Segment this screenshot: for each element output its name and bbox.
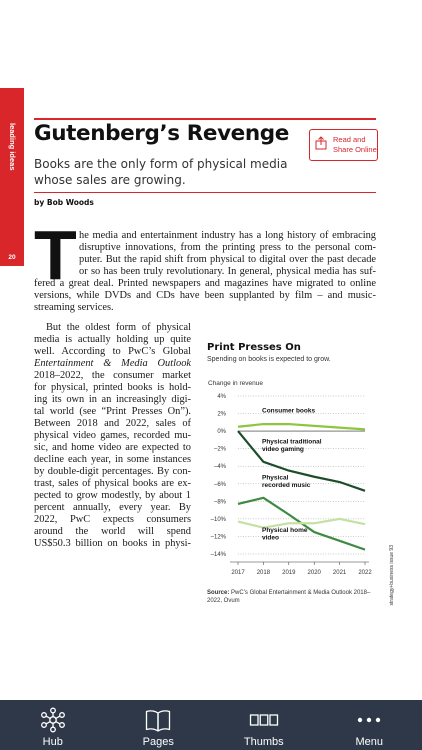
series-label: Physical recorded music — [262, 474, 311, 489]
column-line: 2022, PwC expects consumers — [34, 514, 191, 525]
column-line: physical video games, recorded mu- — [34, 430, 191, 441]
y-tick-label: –6% — [214, 482, 227, 488]
chart-subtitle: Spending on books is expected to grow. — [207, 356, 331, 363]
subtitle-rule — [34, 192, 376, 193]
column-line: decline each year, in some instances — [34, 454, 191, 465]
column-line: US$50.3 billion on books in physi- — [34, 538, 191, 549]
chart-title: Print Presses On — [207, 342, 301, 353]
tab-hub-label: Hub — [42, 736, 63, 748]
revenue-chart: Change in revenue 4% 2% 0% –2% –4% –6% –8% –10% –… — [208, 380, 372, 576]
share-icon — [315, 136, 327, 150]
y-tick-label: 0% — [217, 429, 226, 435]
series-label: Physical home video — [262, 527, 308, 542]
series-line-consumer-books — [237, 422, 366, 431]
drop-cap: T — [34, 216, 77, 294]
column-line: trast, sales of physical books are ex- — [34, 478, 191, 489]
article-title: Gutenberg’s Revenge — [34, 121, 289, 146]
tab-pages-label: Pages — [142, 736, 174, 748]
y-tick-label: 4% — [217, 394, 226, 400]
column-line: tal world (see “Print Presses On”). — [34, 406, 191, 417]
y-tick-label: 2% — [217, 412, 226, 418]
page-number: 20 — [8, 254, 16, 261]
y-tick-label: –10% — [211, 517, 227, 523]
column-line: Between 2018 and 2022, sales of — [34, 418, 191, 429]
body-line: fered a great deal. Printed newspapers a… — [34, 278, 376, 289]
read-share-online-button[interactable]: Read and Share Online — [309, 129, 378, 161]
series-line-physical-traditional-video-gaming — [237, 430, 366, 492]
publication-credit: strategy+business issue 93 — [389, 545, 395, 606]
article-subtitle: Books are the only form of physical medi… — [34, 157, 288, 187]
body-line: versions, while DVDs and CDs have been s… — [34, 290, 376, 301]
tab-menu-label: Menu — [355, 736, 384, 748]
x-tick-label: 2017 — [231, 570, 245, 576]
section-tab — [0, 88, 24, 266]
y-tick-label: –2% — [214, 447, 227, 453]
body-line: streaming services. — [34, 302, 114, 313]
x-tick-label: 2022 — [358, 570, 372, 576]
y-tick-label: –8% — [214, 499, 227, 505]
column-line: media is actually holding up quite — [34, 334, 191, 345]
tab-menu[interactable]: Menu — [317, 700, 422, 750]
y-tick-label: –14% — [211, 552, 227, 558]
byline: by Bob Woods — [34, 198, 94, 207]
series-label: Consumer books — [262, 408, 315, 415]
article-page: leading ideas 20 Gutenberg’s Revenge Rea… — [0, 88, 395, 606]
x-tick-label: 2018 — [257, 570, 271, 576]
x-tick-label: 2021 — [333, 570, 347, 576]
thumbnails-icon — [249, 714, 278, 726]
series-label: Physical traditional video gaming — [262, 438, 322, 453]
body-line: disruptive innovations, from the printin… — [79, 242, 376, 253]
tab-thumbs[interactable]: Thumbs — [211, 700, 317, 750]
column-line: sic, and home video are expected to — [34, 442, 191, 453]
share-label: Read and Share Online — [333, 135, 377, 154]
series-line-physical-home-video — [237, 517, 366, 529]
tab-hub[interactable]: Hub — [0, 700, 106, 750]
y-axis-title: Change in revenue — [208, 380, 263, 387]
section-label: leading ideas — [8, 123, 17, 171]
hub-icon — [40, 707, 65, 733]
more-icon — [358, 717, 381, 723]
column-line: well. According to PwC’s Global — [34, 346, 191, 357]
body-line: puter. But the rapid shift from physical… — [79, 254, 376, 265]
y-tick-label: –4% — [214, 464, 227, 470]
x-tick-label: 2020 — [308, 570, 322, 576]
body-line: or so has been truly revolutionary. In g… — [79, 266, 376, 277]
bottom-tab-bar: Hub Pages Thumbs Menu — [0, 700, 422, 750]
column-line: Entertainment & Media Outlook — [34, 358, 191, 369]
y-tick-label: –12% — [211, 534, 227, 540]
x-tick-label: 2019 — [282, 570, 296, 576]
book-icon — [146, 710, 171, 732]
column-line: percent annually, every year. By — [34, 502, 191, 513]
tab-pages[interactable]: Pages — [106, 700, 212, 750]
column-line: for physical, printed books is hold- — [34, 382, 191, 393]
column-line: 2018–2022, the consumer market — [34, 370, 191, 381]
body-line: he media and entertainment industry has … — [79, 230, 376, 241]
column-line: But the oldest form of physical — [46, 322, 191, 333]
column-line: around the world will spend — [34, 526, 191, 537]
tab-thumbs-label: Thumbs — [243, 736, 284, 748]
chart-source: Source: PwC’s Global Entertainment & Med… — [207, 590, 371, 604]
title-rule — [34, 118, 376, 120]
column-line: by double-digit percentages. By con- — [34, 466, 191, 477]
column-line: pected to grow modestly, by about 1 — [34, 490, 191, 501]
column-line: ing its own in an increasingly digi- — [34, 394, 191, 405]
